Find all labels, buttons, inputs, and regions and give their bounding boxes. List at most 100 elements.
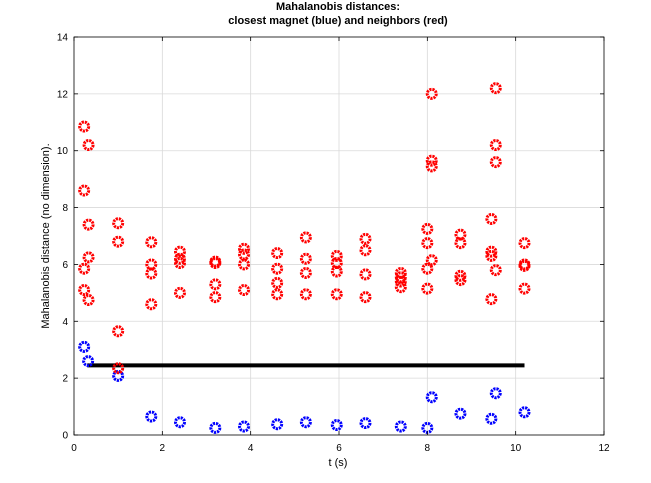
y-tick-label: 10 [57, 146, 69, 157]
chart-title-line-2: closest magnet (blue) and neighbors (red… [228, 15, 448, 27]
red-point [518, 259, 531, 272]
red-point [359, 291, 372, 304]
red-point [174, 286, 186, 299]
red-point [489, 139, 502, 152]
red-point [112, 325, 125, 338]
red-point [145, 236, 158, 249]
red-point [359, 232, 372, 245]
blue-point [174, 416, 186, 429]
blue-point [518, 406, 531, 419]
red-point [330, 288, 343, 301]
red-point [271, 247, 284, 260]
red-point [78, 262, 91, 275]
y-tick-label: 4 [62, 317, 68, 328]
red-point [425, 87, 438, 100]
red-point [145, 267, 158, 280]
y-tick-label: 2 [62, 374, 68, 385]
red-point [78, 120, 91, 133]
red-point [330, 265, 343, 278]
blue-point [394, 420, 407, 433]
blue-point [271, 418, 284, 431]
red-point [271, 262, 284, 275]
red-point [299, 252, 312, 265]
red-point [421, 282, 434, 295]
blue-point [454, 407, 467, 420]
y-tick-label: 8 [62, 203, 68, 214]
x-tick-label: 4 [248, 443, 254, 454]
red-point [82, 218, 95, 231]
blue-point [78, 340, 91, 353]
red-point [271, 288, 284, 301]
red-point [209, 291, 222, 304]
red-point [82, 251, 95, 264]
x-tick-label: 10 [510, 443, 522, 454]
red-point [489, 264, 502, 277]
red-point [485, 245, 498, 258]
blue-point [145, 410, 158, 423]
red-point [174, 257, 186, 270]
red-point [485, 249, 498, 262]
blue-point [209, 421, 222, 434]
y-tick-label: 0 [62, 431, 68, 442]
red-point [271, 276, 284, 289]
y-tick-label: 14 [57, 33, 69, 44]
red-point [485, 293, 498, 306]
red-point [209, 278, 222, 291]
red-point [425, 154, 438, 167]
red-point [330, 249, 343, 262]
blue-point [82, 355, 95, 368]
blue-point [425, 391, 438, 404]
x-axis-label: t (s) [329, 457, 348, 469]
y-tick-label: 12 [57, 89, 69, 100]
red-point [174, 252, 186, 265]
red-point [112, 217, 125, 230]
red-point [209, 255, 222, 268]
red-point [489, 156, 502, 169]
x-tick-label: 2 [160, 443, 166, 454]
red-point [238, 258, 251, 271]
x-tick-label: 0 [71, 443, 77, 454]
red-point [421, 237, 434, 250]
red-point [359, 268, 372, 281]
red-point [145, 298, 158, 311]
blue-point [238, 420, 251, 433]
chart-title-line-1: Mahalanobis distances: [276, 1, 400, 13]
data-points [78, 82, 531, 434]
red-point [518, 282, 531, 295]
red-point [112, 362, 125, 375]
grid [74, 37, 604, 435]
red-point [394, 281, 407, 294]
red-point [112, 235, 125, 248]
red-point [82, 139, 95, 152]
red-point [299, 288, 312, 301]
x-tick-label: 8 [425, 443, 431, 454]
red-point [82, 293, 95, 306]
red-series [78, 82, 531, 375]
blue-point [299, 416, 312, 429]
red-point [454, 274, 467, 287]
red-point [489, 82, 502, 95]
red-point [359, 244, 372, 257]
y-tick-label: 6 [62, 260, 68, 271]
blue-point [489, 387, 502, 400]
red-point [238, 284, 251, 297]
blue-point [330, 419, 343, 432]
blue-point [485, 412, 498, 425]
red-point [394, 275, 407, 288]
red-point [78, 184, 91, 197]
red-point [238, 242, 251, 255]
red-point [78, 284, 91, 297]
y-axis-label: Mahalanobis distance (no dimension). [40, 143, 52, 328]
red-point [174, 245, 186, 258]
red-point [454, 237, 467, 250]
x-tick-label: 6 [336, 443, 342, 454]
red-point [454, 269, 467, 282]
red-point [425, 160, 438, 173]
ticks: 0 2 4 6 8 10 12 0 2 4 6 8 10 12 14 [57, 33, 610, 455]
red-point [518, 237, 531, 250]
red-point [485, 212, 498, 225]
red-point [425, 254, 438, 267]
blue-point [359, 417, 372, 430]
red-point [421, 222, 434, 235]
